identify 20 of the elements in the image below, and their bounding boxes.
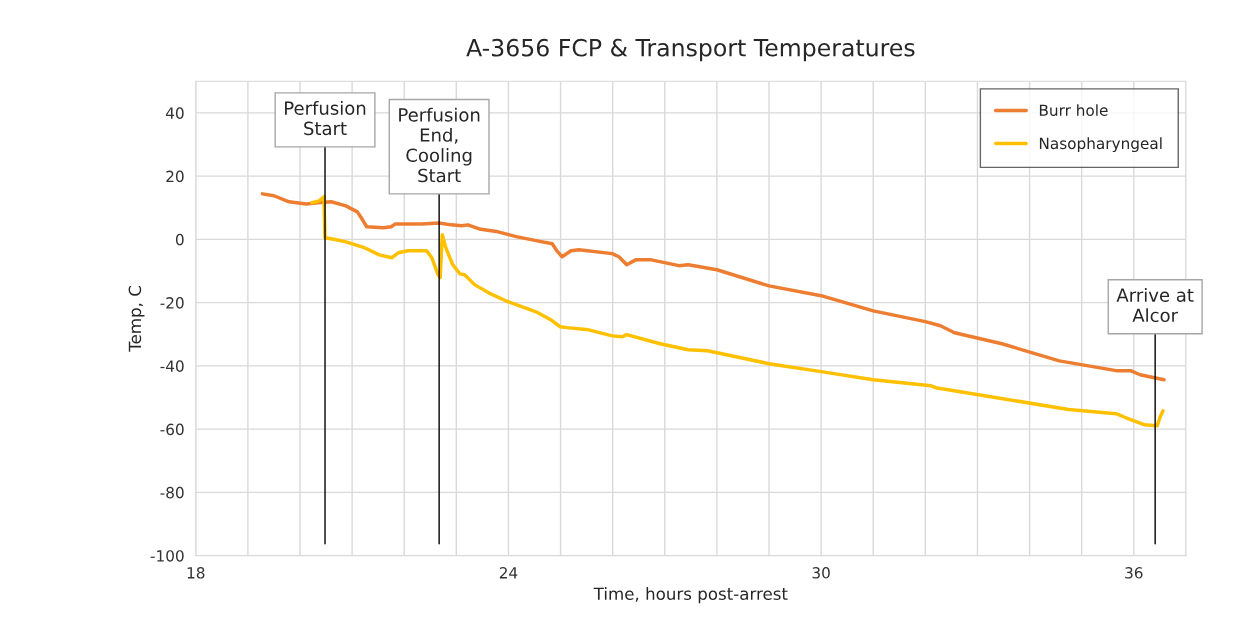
x-tick-label: 36 (1125, 567, 1143, 579)
legend-label: Nasopharyngeal (1039, 137, 1162, 153)
y-tick-label: -60 (160, 423, 184, 436)
y-tick-label: -40 (160, 360, 184, 372)
y-tick-label: -80 (160, 486, 184, 499)
x-tick-label: 24 (499, 567, 518, 579)
legend-label: Burr hole (1039, 104, 1108, 117)
annotation: Perfusion End, Cooling Start (399, 107, 480, 183)
y-tick-label: -100 (150, 550, 184, 562)
y-tick-label: 0 (175, 233, 184, 246)
x-tick-label: 18 (187, 567, 205, 579)
y-tick-label: -20 (160, 297, 184, 309)
y-tick-label: 20 (166, 170, 184, 183)
y-axis-title: Temp, C (128, 286, 145, 352)
annotation: Arrive at Alcor (1116, 287, 1194, 323)
annotation: Perfusion Start (285, 101, 366, 136)
x-tick-label: 30 (812, 567, 830, 579)
y-tick-label: 40 (165, 107, 184, 119)
x-axis-title: Time, hours post-arrest (593, 587, 788, 604)
chart-title: A-3656 FCP & Transport Temperatures (466, 38, 915, 62)
